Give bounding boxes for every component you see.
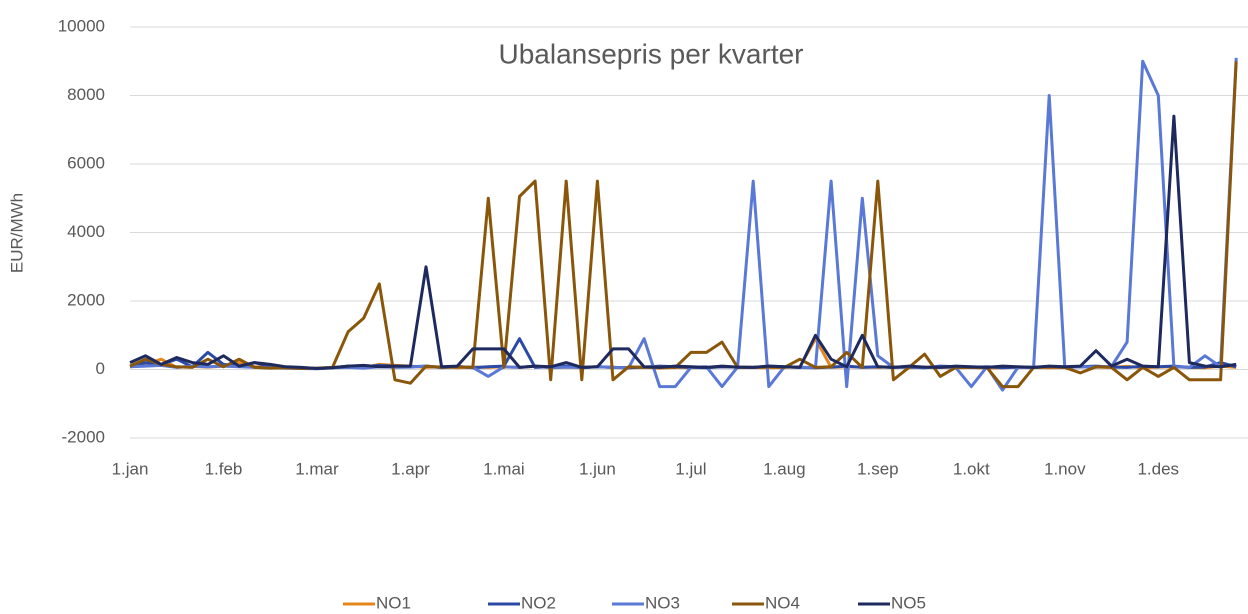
legend-label: NO2 — [521, 593, 556, 612]
x-tick-label: 1.jun — [579, 459, 616, 478]
x-tick-label: 1.mai — [483, 459, 525, 478]
x-tick-label: 1.nov — [1044, 459, 1086, 478]
x-tick-label: 1.aug — [763, 459, 806, 478]
x-tick-label: 1.okt — [953, 459, 990, 478]
y-tick-label: -2000 — [62, 427, 105, 446]
y-tick-label: 6000 — [67, 153, 105, 172]
x-tick-label: 1.des — [1137, 459, 1179, 478]
series-line — [129, 337, 1237, 370]
y-tick-label: 0 — [96, 359, 105, 378]
y-axis-label: EUR/MWh — [7, 193, 26, 273]
y-tick-label: 2000 — [67, 290, 105, 309]
series-line — [129, 57, 1238, 392]
legend-label: NO5 — [891, 593, 926, 612]
x-tick-label: 1.mar — [295, 459, 339, 478]
series-line — [129, 114, 1237, 370]
x-tick-label: 1.feb — [205, 459, 243, 478]
legend-label: NO4 — [765, 593, 800, 612]
x-tick-label: 1.jan — [112, 459, 149, 478]
series-line — [129, 61, 1238, 389]
legend-label: NO3 — [645, 593, 680, 612]
series-line — [129, 337, 1237, 370]
y-tick-label: 4000 — [67, 222, 105, 241]
x-tick-label: 1.apr — [391, 459, 430, 478]
y-tick-label: 10000 — [58, 16, 105, 35]
y-tick-label: 8000 — [67, 85, 105, 104]
x-tick-label: 1.sep — [857, 459, 899, 478]
chart-title: Ubalansepris per kvarter — [498, 38, 803, 69]
x-tick-label: 1.jul — [675, 459, 706, 478]
legend-label: NO1 — [376, 593, 411, 612]
